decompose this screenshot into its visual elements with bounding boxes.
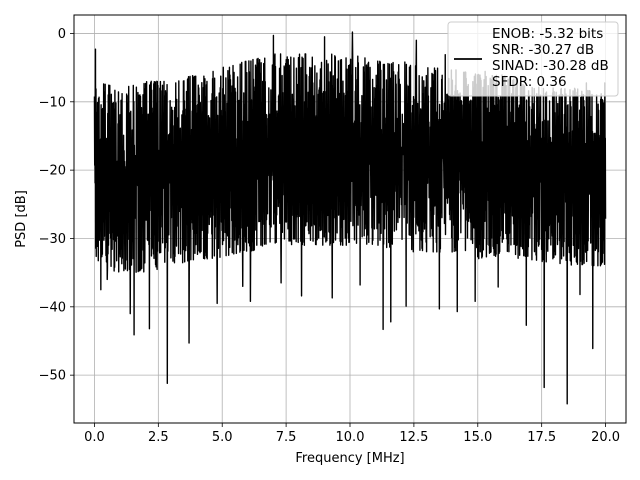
legend-sfdr: SFDR: 0.36 [492, 74, 567, 90]
y-tick-label: −10 [39, 95, 66, 110]
legend-box [447, 21, 619, 97]
x-tick-label: 10.0 [336, 430, 365, 445]
legend: ENOB: -5.32 bits SNR: -30.27 dB SINAD: -… [447, 21, 619, 97]
x-tick-label: 17.5 [527, 430, 556, 445]
y-ticks: 0 −10 −20 −30 −40 −50 [39, 27, 74, 384]
psd-series-line [93, 31, 607, 405]
x-tick-label: 20.0 [591, 430, 620, 445]
x-tick-label: 0.0 [84, 430, 105, 445]
series-layer [93, 31, 607, 405]
legend-enob: ENOB: -5.32 bits [492, 26, 603, 42]
y-tick-label: −20 [39, 164, 66, 179]
y-axis-label: PSD [dB] [14, 190, 29, 248]
x-ticks: 0.0 2.5 5.0 7.5 10.0 12.5 15.0 17.5 20.0 [84, 423, 620, 445]
y-tick-label: −40 [39, 300, 66, 315]
x-tick-label: 12.5 [399, 430, 428, 445]
x-tick-label: 5.0 [212, 430, 233, 445]
y-tick-label: −30 [39, 232, 66, 247]
x-tick-label: 15.0 [463, 430, 492, 445]
y-tick-label: −50 [39, 369, 66, 384]
x-tick-label: 7.5 [276, 430, 297, 445]
x-axis-label: Frequency [MHz] [295, 451, 404, 466]
y-tick-label: 0 [58, 27, 66, 42]
x-tick-label: 2.5 [148, 430, 169, 445]
legend-sinad: SINAD: -30.28 dB [492, 58, 609, 74]
legend-snr: SNR: -30.27 dB [492, 42, 594, 58]
